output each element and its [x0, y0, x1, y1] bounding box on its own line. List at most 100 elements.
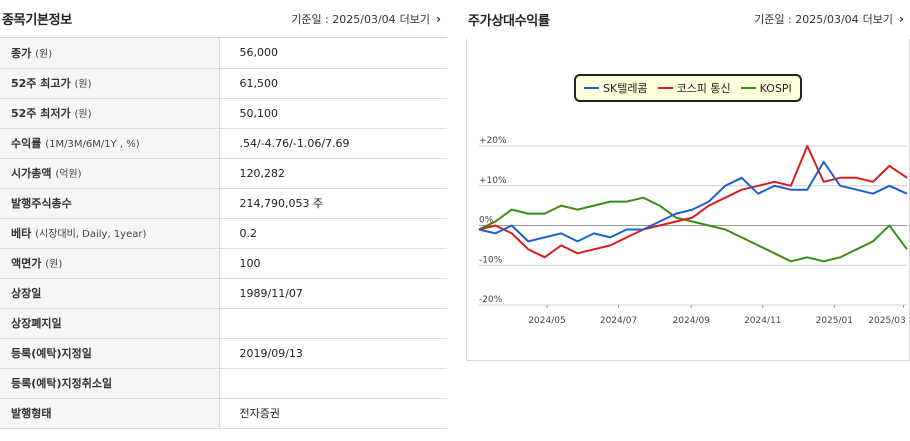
- info-row-label: 상장폐지일: [0, 308, 220, 339]
- info-label-text: 상장일: [11, 287, 42, 300]
- info-row-label: 시가총액 (억원): [0, 158, 220, 189]
- info-row-value: 50,100: [219, 98, 447, 129]
- info-label-text: 액면가: [11, 257, 42, 270]
- info-label-unit: (1M/3M/6M/1Y , %): [45, 139, 140, 150]
- relative-return-meta: 기준일 : 2025/03/04 더보기 ›: [754, 11, 904, 27]
- info-row-value: [219, 308, 447, 339]
- basic-info-header: 종목기본정보 기준일 : 2025/03/04 더보기 ›: [0, 0, 447, 38]
- basic-info-meta: 기준일 : 2025/03/04 더보기 ›: [291, 11, 441, 27]
- info-row-label: 52주 최저가 (원): [0, 98, 220, 129]
- basic-info-more-link[interactable]: 더보기: [399, 12, 431, 26]
- info-row-label: 수익률 (1M/3M/6M/1Y , %): [0, 128, 220, 159]
- info-row: 수익률 (1M/3M/6M/1Y , %) .54/-4.76/-1.06/7.6…: [0, 128, 447, 159]
- legend-item: KOSPI: [740, 81, 792, 95]
- info-row: 시가총액 (억원) 120,282: [0, 158, 447, 189]
- stock-basic-info-panel: 종목기본정보 기준일 : 2025/03/04 더보기 › 종가 (원) 56,0…: [0, 0, 447, 441]
- info-label-text: 시가총액: [11, 167, 52, 180]
- relative-return-panel: 주가상대수익률 기준일 : 2025/03/04 더보기 › SK텔레콤 코스피 …: [466, 0, 910, 441]
- x-tick-label: 2024/11: [744, 316, 781, 326]
- info-label-text: 52주 최저가: [11, 107, 71, 120]
- info-row: 등록(예탁)지정일 2019/09/13: [0, 338, 447, 369]
- info-label-text: 상장폐지일: [11, 317, 62, 330]
- info-row-label: 등록(예탁)지정일: [0, 338, 220, 369]
- x-tick-label: 2025/03: [868, 316, 905, 326]
- info-row-value: 전자증권: [219, 398, 447, 429]
- info-row-value: 120,282: [219, 158, 447, 189]
- legend-label: 코스피 통신: [676, 82, 731, 95]
- info-label-text: 발행주식총수: [11, 197, 72, 210]
- info-row-label: 발행주식총수: [0, 188, 220, 219]
- info-row: 액면가 (원) 100: [0, 248, 447, 279]
- info-label-unit: (원): [45, 259, 63, 270]
- info-row-label: 등록(예탁)지정취소일: [0, 368, 220, 399]
- basic-info-date: 기준일 : 2025/03/04: [291, 12, 396, 26]
- legend-swatch: [657, 87, 673, 89]
- info-row: 발행형태 전자증권: [0, 398, 447, 429]
- info-label-text: 등록(예탁)지정취소일: [11, 377, 113, 390]
- chevron-right-icon[interactable]: ›: [436, 11, 441, 26]
- x-tick-label: 2024/09: [673, 316, 711, 326]
- info-label-unit: (원): [74, 79, 92, 90]
- legend-swatch: [740, 87, 756, 89]
- info-row: 52주 최고가 (원) 61,500: [0, 68, 447, 99]
- x-tick-label: 2024/07: [600, 316, 637, 326]
- series-line-kospi: [478, 196, 908, 263]
- info-row: 상장일 1989/11/07: [0, 278, 447, 309]
- info-row: 종가 (원) 56,000: [0, 38, 447, 69]
- relative-return-more-link[interactable]: 더보기: [862, 13, 894, 26]
- info-label-unit: (원): [74, 109, 92, 120]
- info-row: 상장폐지일: [0, 308, 447, 339]
- y-tick-label: +20%: [479, 136, 507, 146]
- info-label-text: 수익률: [11, 137, 42, 150]
- info-row-value: .54/-4.76/-1.06/7.69: [219, 128, 447, 159]
- legend-label: KOSPI: [759, 81, 792, 95]
- info-label-text: 등록(예탁)지정일: [11, 347, 92, 360]
- info-label-unit: (억원): [55, 169, 82, 180]
- legend-swatch: [584, 87, 599, 89]
- legend-item: 코스피 통신: [657, 80, 731, 96]
- info-row: 등록(예탁)지정취소일: [0, 368, 447, 399]
- info-label-text: 52주 최고가: [11, 77, 71, 90]
- info-row-value: [219, 368, 447, 399]
- info-row-value: 1989/11/07: [219, 278, 447, 309]
- relative-return-chart: SK텔레콤 코스피 통신 KOSPI +20% +10% 0% -10% -20% 2024/…: [466, 39, 910, 361]
- y-tick-label: +10%: [479, 176, 507, 186]
- info-row: 발행주식총수 214,790,053 주: [0, 188, 447, 219]
- chart-plot: +20% +10% 0% -10% -20% 2024/05 2024/07 2024/09 2…: [478, 136, 908, 326]
- info-label-unit: (시장대비, Daily, 1year): [35, 229, 147, 240]
- info-row-label: 상장일: [0, 278, 220, 309]
- info-label-text: 발행형태: [11, 407, 52, 420]
- info-row-label: 발행형태: [0, 398, 220, 429]
- legend-label: SK텔레콤: [603, 82, 648, 95]
- y-tick-label: 0%: [479, 216, 494, 226]
- info-row-label: 종가 (원): [0, 38, 220, 69]
- info-row-value: 2019/09/13: [219, 338, 447, 369]
- x-tick-label: 2025/01: [816, 316, 853, 326]
- y-tick-label: -10%: [479, 255, 503, 265]
- info-row-value: 100: [219, 248, 447, 279]
- info-label-text: 베타: [11, 227, 32, 240]
- basic-info-table: 종가 (원) 56,000 52주 최고가 (원) 61,500 52주 최저가 (원)…: [0, 38, 447, 429]
- info-label-unit: (원): [35, 48, 53, 60]
- info-row-label: 베타 (시장대비, Daily, 1year): [0, 218, 220, 249]
- info-row: 베타 (시장대비, Daily, 1year) 0.2: [0, 218, 447, 249]
- info-row-label: 액면가 (원): [0, 248, 220, 279]
- y-tick-label: -20%: [479, 295, 503, 305]
- series-line-kospi-telecom: [478, 145, 908, 259]
- legend-item: SK텔레콤: [584, 80, 648, 96]
- info-label-text: 종가: [11, 46, 32, 60]
- relative-return-header: 주가상대수익률 기준일 : 2025/03/04 더보기 ›: [466, 0, 910, 38]
- info-row-label: 52주 최고가 (원): [0, 68, 220, 99]
- series-line-sk-telecom: [478, 160, 908, 243]
- info-row-value: 214,790,053 주: [219, 188, 447, 219]
- info-row: 52주 최저가 (원) 50,100: [0, 98, 447, 129]
- x-tick-label: 2024/05: [528, 316, 565, 326]
- relative-return-date: 기준일 : 2025/03/04: [754, 13, 859, 26]
- basic-info-title: 종목기본정보: [2, 13, 72, 28]
- info-row-value: 56,000: [219, 38, 447, 69]
- info-row-value: 0.2: [219, 218, 447, 249]
- chart-legend: SK텔레콤 코스피 통신 KOSPI: [574, 74, 802, 102]
- info-row-value: 61,500: [219, 68, 447, 99]
- relative-return-title: 주가상대수익률: [468, 13, 550, 29]
- chevron-right-icon[interactable]: ›: [899, 12, 904, 26]
